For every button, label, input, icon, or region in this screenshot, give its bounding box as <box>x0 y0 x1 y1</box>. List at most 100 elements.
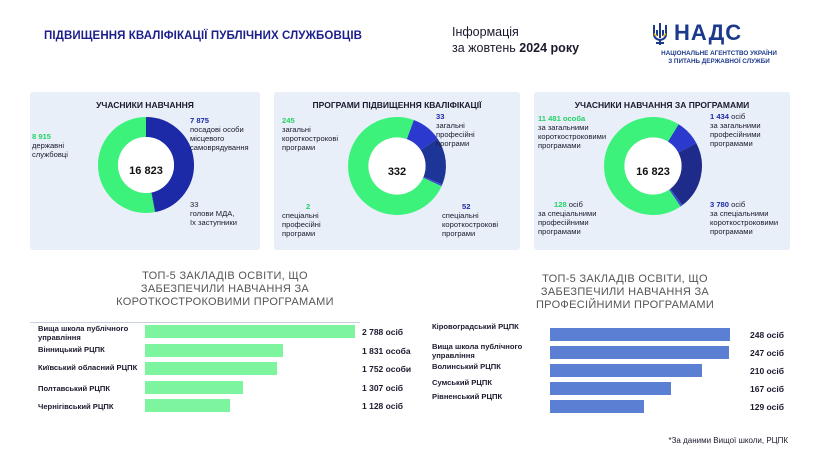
bp-spec-short-suffix: осіб <box>729 200 746 209</box>
participants-total: 16 823 <box>129 165 163 177</box>
bp-spec-short-text-1: за спеціальними <box>710 209 769 218</box>
page-title: ПІДВИЩЕННЯ КВАЛІФІКАЦІЇ ПУБЛІЧНИХ СЛУЖБО… <box>44 30 363 42</box>
bp-spec-short-text-2: короткостроковими <box>710 218 779 227</box>
bar-category-label: Вища школа публічного управління <box>432 342 523 360</box>
spec-short-text-2: короткострокові <box>442 220 499 229</box>
trident-icon <box>653 23 667 45</box>
donut-hole <box>118 137 174 193</box>
bar-value-label: 1 831 особа <box>362 345 411 356</box>
donut-slice-1 <box>667 124 697 154</box>
bp-gen-short-value: 11 481 особа <box>538 114 586 123</box>
bar-value-label: 210 осіб <box>750 366 784 376</box>
logo-name: НАДС <box>674 20 743 45</box>
programs-label-spec-short: 52 спеціальні короткострокові програми <box>442 202 498 238</box>
bp-gen-short-text-2: короткостроковими <box>538 132 607 141</box>
by-program-title: УЧАСНИКИ НАВЧАННЯ ЗА ПРОГРАМАМИ <box>574 100 750 110</box>
gen-short-value: 245 <box>282 116 295 125</box>
gen-prof-text-2: професійні <box>436 130 475 139</box>
logo-subtitle: НАЦІОНАЛЬНЕ АГЕНТСТВО УКРАЇНИ З ПИТАНЬ Д… <box>648 50 790 65</box>
bar <box>145 343 283 357</box>
bar <box>550 400 644 413</box>
bar-category-label: Полтавський РЦПК <box>38 383 110 393</box>
programs-title: ПРОГРАМИ ПІДВИЩЕННЯ КВАЛІФІКАЦІЇ <box>312 100 482 110</box>
donut-slice-3 <box>422 176 443 187</box>
bp-spec-prof-text-1: за спеціальними <box>538 209 597 218</box>
bar-category-label: Кіровоградський РЦПК <box>432 322 519 331</box>
logo-sub-line-2: З ПИТАНЬ ДЕРЖАВНОЇ СЛУЖБИ <box>668 57 770 65</box>
spec-prof-value: 2 <box>306 202 311 211</box>
bar-value-label: 248 осіб <box>750 330 784 340</box>
programs-panel: ПРОГРАМИ ПІДВИЩЕННЯ КВАЛІФІКАЦІЇ 33 2 245… <box>274 92 520 250</box>
bar-value-label: 2 788 осіб <box>362 327 404 337</box>
bar-category-label: Рівненський РЦПК <box>432 392 503 401</box>
bar <box>550 382 672 395</box>
bar <box>550 346 730 359</box>
by-program-label-spec-prof: 128 осіб за спеціальними професійними пр… <box>538 200 597 236</box>
bar-value-label: 129 осіб <box>750 402 784 412</box>
top5-prof-title-2: ЗАБЕЗПЕЧИЛИ НАВЧАННЯ ЗА <box>540 286 710 298</box>
participants-donut <box>98 117 194 213</box>
spec-prof-text-3: програми <box>282 229 316 238</box>
programs-label-gen-prof: 33 загальні професійні програми <box>436 112 475 148</box>
programs-label-spec-prof: 2 спеціальні професійні програми <box>282 202 321 238</box>
bar-value-label: 1 128 осіб <box>362 401 404 411</box>
donut-slice-4 <box>348 117 442 215</box>
local-officials-text-3: самоврядування <box>190 143 249 152</box>
bar <box>550 328 730 341</box>
by-program-donut <box>604 117 702 215</box>
gen-prof-value: 33 <box>436 112 445 121</box>
info-year: 2024 року <box>519 41 580 55</box>
civil-servants-value: 8 915 <box>32 132 52 141</box>
top5-short-title-2: ЗАБЕЗПЕЧИЛИ НАВЧАННЯ ЗА <box>140 283 310 295</box>
heads-text-1: голови МДА, <box>190 209 235 218</box>
bp-gen-prof-text-3: програмами <box>710 139 753 148</box>
bar-category-label: Вища школа публічного управління <box>38 324 129 342</box>
bp-spec-prof-suffix: осіб <box>566 200 583 209</box>
donut-hole <box>624 137 682 195</box>
top5-prof-title-3: ПРОФЕСІЙНИМИ ПРОГРАМАМИ <box>535 299 715 311</box>
local-officials-text-2: місцевого <box>190 134 225 143</box>
bp-gen-prof-value: 1 434 <box>710 112 730 121</box>
donut-slice-2 <box>420 138 446 185</box>
bp-gen-prof-text-2: професійними <box>710 130 761 139</box>
by-program-total: 16 823 <box>636 166 670 178</box>
bar-category-label: Чернігівський РЦПК <box>38 402 114 411</box>
donut-slice-4 <box>604 117 681 215</box>
spec-short-value: 52 <box>462 202 471 211</box>
donut-slice-3 <box>98 117 155 213</box>
local-officials-value: 7 875 <box>190 116 210 125</box>
bar <box>145 380 244 394</box>
participants-panel: УЧАСНИКИ НАВЧАННЯ 16 823 8 915 державні … <box>30 92 260 250</box>
bar-category-label: Сумський РЦПК <box>432 378 492 387</box>
bar <box>550 364 703 377</box>
top5-short-title: ТОП-5 ЗАКЛАДІВ ОСВІТИ, ЩО ЗАБЕЗПЕЧИЛИ НА… <box>100 270 350 309</box>
logo-sub-line-1: НАЦІОНАЛЬНЕ АГЕНТСТВО УКРАЇНИ <box>661 50 777 57</box>
civil-servants-text-2: службовці <box>32 150 68 159</box>
by-program-label-gen-short: 11 481 особа за загальними короткостроко… <box>538 114 606 150</box>
bar-value-label: 1 752 особи <box>362 364 412 374</box>
donut-slices <box>98 117 194 213</box>
donut-hole <box>368 137 426 195</box>
spec-prof-text-1: спеціальні <box>282 211 319 220</box>
top5-short-title-1: ТОП-5 ЗАКЛАДІВ ОСВІТИ, ЩО <box>142 270 308 282</box>
bar <box>145 399 230 412</box>
participants-label-local: 7 875 посадові особи місцевого самовряду… <box>190 116 249 152</box>
heads-text-2: їх заступники <box>190 218 237 227</box>
local-officials-text-1: посадові особи <box>190 125 244 134</box>
info-line-2: за жовтень 2024 року <box>452 40 579 56</box>
bar-value-label: 167 осіб <box>750 384 784 394</box>
bp-gen-short-text-1: за загальними <box>538 123 589 132</box>
top5-prof-title-1: ТОП-5 ЗАКЛАДІВ ОСВІТИ, ЩО <box>542 273 708 285</box>
bp-spec-short-text-3: програмами <box>710 227 753 236</box>
bar-category-label: Волинський РЦПК <box>432 362 501 371</box>
gen-short-text-3: програми <box>282 143 316 152</box>
footnote: *За даними Вищої школи, РЦПК <box>668 436 788 445</box>
report-period: Інформація за жовтень 2024 року <box>452 24 579 56</box>
gen-prof-text-1: загальні <box>436 121 465 130</box>
donut-slice-1 <box>145 117 194 213</box>
donut-slice-1 <box>406 120 438 151</box>
bar-value-label: 1 307 осіб <box>362 382 404 393</box>
civil-servants-text-1: державні <box>32 141 65 150</box>
bar-category-label: Київський обласний РЦПК <box>38 363 138 372</box>
heads-value: 33 <box>190 200 199 209</box>
